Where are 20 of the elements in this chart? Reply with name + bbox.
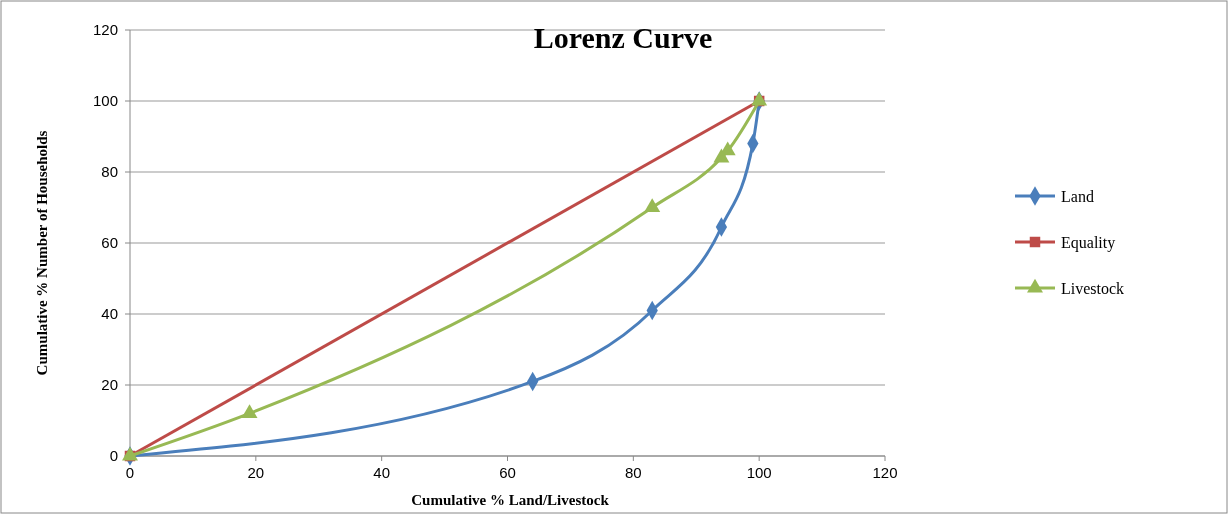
x-tick-label: 0 [125, 464, 135, 481]
y-tick-label: 100 [92, 92, 118, 110]
x-tick-label: 40 [373, 464, 391, 481]
y-axis-title: Cumulative % Number of Households [34, 130, 50, 376]
chart-title: Lorenz Curve [533, 21, 713, 54]
legend-label: Land [1061, 187, 1094, 205]
y-tick-label: 20 [101, 376, 118, 394]
x-tick-label: 100 [746, 464, 772, 481]
y-tick-label: 0 [109, 447, 118, 465]
x-tick-label: 80 [624, 464, 642, 481]
y-tick-label: 40 [101, 305, 118, 323]
legend-label: Livestock [1061, 279, 1125, 297]
y-tick-label: 80 [101, 163, 118, 181]
y-tick-label: 60 [101, 234, 118, 252]
y-tick-label: 120 [92, 21, 118, 39]
legend-label: Equality [1061, 233, 1116, 252]
x-tick-label: 60 [499, 464, 516, 481]
x-tick-label: 120 [872, 464, 898, 481]
x-tick-label: 20 [247, 464, 265, 481]
x-axis-title: Cumulative % Land/Livestock [411, 492, 610, 508]
